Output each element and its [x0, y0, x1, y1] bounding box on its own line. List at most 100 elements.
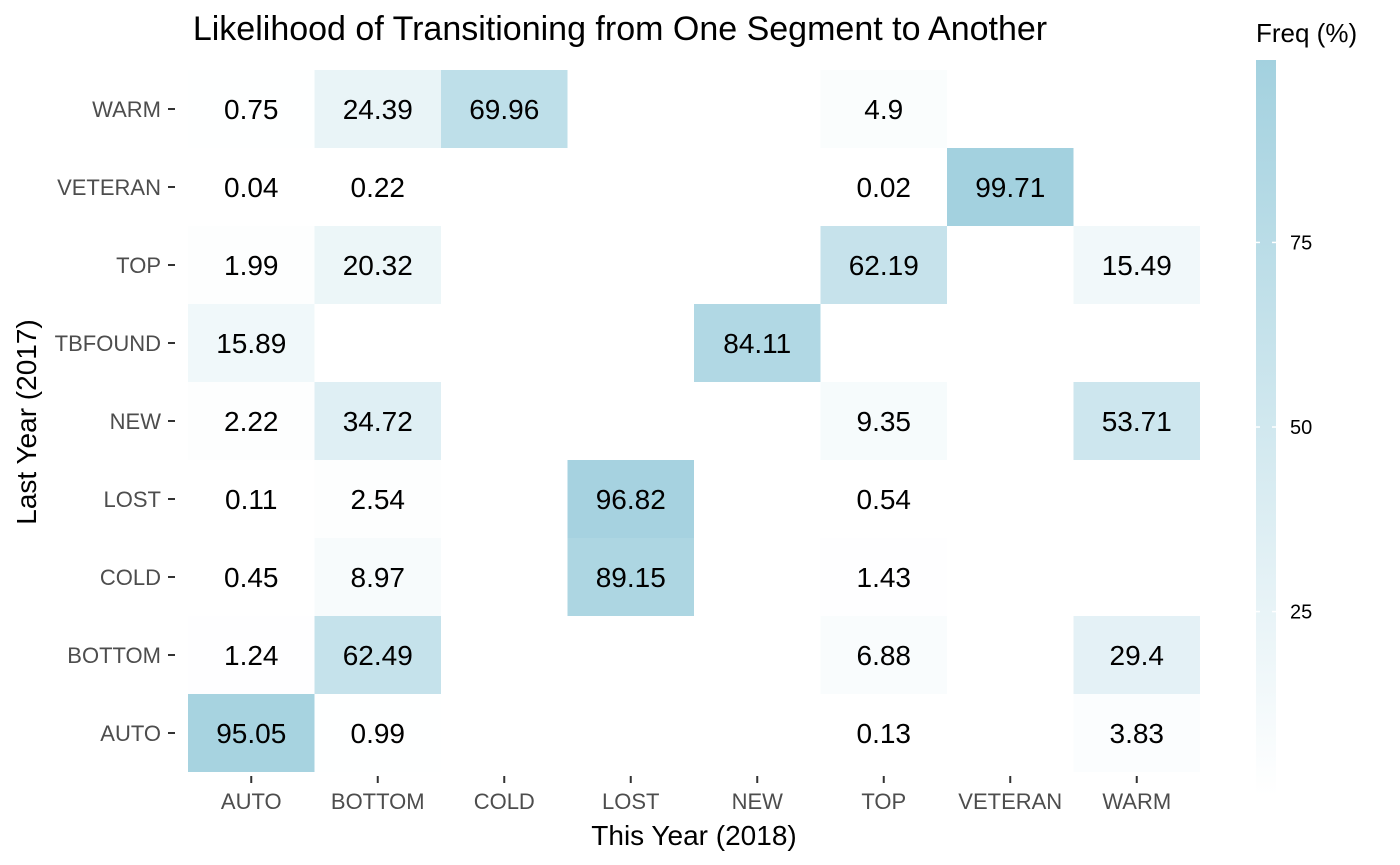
- color-legend: Freq (%) 25 50 75: [1256, 18, 1357, 796]
- cell-new-to-auto: [188, 382, 315, 460]
- cell-auto-to-bottom: [314, 694, 441, 772]
- y-tick-label-veteran: VETERAN: [57, 175, 161, 200]
- cell-label-warm-to-cold: 69.96: [469, 94, 539, 125]
- x-axis: AUTO BOTTOM COLD LOST NEW TOP VETERAN WARM: [221, 776, 1171, 814]
- cell-cold-to-auto: [188, 538, 315, 616]
- y-tick-label-tbfound: TBFOUND: [55, 331, 161, 356]
- cell-cold-to-top: [820, 538, 947, 616]
- x-tick-label-new: NEW: [732, 789, 784, 814]
- cell-label-veteran-to-top: 0.02: [857, 172, 912, 203]
- cell-label-tbfound-to-auto: 15.89: [216, 328, 286, 359]
- cell-label-top-to-bottom: 20.32: [343, 250, 413, 281]
- x-tick-label-lost: LOST: [602, 789, 659, 814]
- cell-label-new-to-warm: 53.71: [1102, 406, 1172, 437]
- cell-label-top-to-top: 62.19: [849, 250, 919, 281]
- y-tick-label-top: TOP: [116, 253, 161, 278]
- cell-veteran-to-bottom: [314, 148, 441, 226]
- y-axis: AUTO BOTTOM COLD LOST NEW TBFOUND TOP VETERAN WA…: [55, 97, 175, 746]
- cell-warm-to-auto: [188, 70, 315, 148]
- cell-cold-to-bottom: [314, 538, 441, 616]
- cell-label-new-to-auto: 2.22: [224, 406, 279, 437]
- cell-label-lost-to-auto: 0.11: [225, 484, 277, 515]
- cell-auto-to-top: [820, 694, 947, 772]
- y-tick-label-lost: LOST: [104, 487, 161, 512]
- cell-label-veteran-to-veteran: 99.71: [975, 172, 1045, 203]
- cell-label-bottom-to-auto: 1.24: [224, 640, 279, 671]
- x-axis-title: This Year (2018): [591, 820, 796, 851]
- x-tick-label-auto: AUTO: [221, 789, 282, 814]
- cell-label-cold-to-top: 1.43: [857, 562, 912, 593]
- cell-bottom-to-bottom: [314, 616, 441, 694]
- x-tick-label-top: TOP: [861, 789, 906, 814]
- cell-label-auto-to-bottom: 0.99: [351, 718, 406, 749]
- y-tick-label-cold: COLD: [100, 565, 161, 590]
- cell-label-cold-to-bottom: 8.97: [351, 562, 406, 593]
- cell-label-bottom-to-warm: 29.4: [1110, 640, 1165, 671]
- cell-label-cold-to-lost: 89.15: [596, 562, 666, 593]
- cell-label-top-to-auto: 1.99: [224, 250, 279, 281]
- cell-label-lost-to-lost: 96.82: [596, 484, 666, 515]
- cell-label-veteran-to-auto: 0.04: [224, 172, 279, 203]
- cell-tbfound-to-auto: [188, 304, 315, 382]
- cell-lost-to-bottom: [314, 460, 441, 538]
- legend-ticks: 25 50 75: [1256, 232, 1312, 624]
- cell-lost-to-top: [820, 460, 947, 538]
- legend-tick-label-25: 25: [1290, 602, 1312, 624]
- cell-label-auto-to-warm: 3.83: [1110, 718, 1165, 749]
- cell-veteran-to-top: [820, 148, 947, 226]
- cell-bottom-to-warm: [1073, 616, 1200, 694]
- cell-lost-to-lost: [567, 460, 694, 538]
- cell-bottom-to-top: [820, 616, 947, 694]
- cell-tbfound-to-new: [694, 304, 821, 382]
- cell-label-auto-to-top: 0.13: [857, 718, 912, 749]
- cell-label-lost-to-bottom: 2.54: [351, 484, 406, 515]
- cell-lost-to-auto: [188, 460, 315, 538]
- legend-colorbar: [1256, 60, 1276, 796]
- cell-cold-to-lost: [567, 538, 694, 616]
- y-tick-label-warm: WARM: [92, 97, 161, 122]
- cell-warm-to-cold: [441, 70, 568, 148]
- cell-label-bottom-to-bottom: 62.49: [343, 640, 413, 671]
- x-tick-label-veteran: VETERAN: [958, 789, 1062, 814]
- legend-title: Freq (%): [1256, 18, 1357, 48]
- cell-label-cold-to-auto: 0.45: [224, 562, 279, 593]
- cell-warm-to-top: [820, 70, 947, 148]
- cell-label-warm-to-top: 4.9: [864, 94, 903, 125]
- cell-auto-to-warm: [1073, 694, 1200, 772]
- cell-top-to-auto: [188, 226, 315, 304]
- cell-label-warm-to-bottom: 24.39: [343, 94, 413, 125]
- y-tick-label-auto: AUTO: [100, 721, 161, 746]
- cell-label-veteran-to-bottom: 0.22: [351, 172, 406, 203]
- cell-label-bottom-to-top: 6.88: [857, 640, 912, 671]
- cell-label-top-to-warm: 15.49: [1102, 250, 1172, 281]
- y-tick-label-bottom: BOTTOM: [67, 643, 161, 668]
- x-tick-label-cold: COLD: [474, 789, 535, 814]
- chart-title: Likelihood of Transitioning from One Seg…: [193, 10, 1047, 48]
- cell-new-to-warm: [1073, 382, 1200, 460]
- cell-top-to-bottom: [314, 226, 441, 304]
- legend-tick-label-50: 50: [1290, 417, 1312, 439]
- cell-label-new-to-top: 9.35: [857, 406, 912, 437]
- x-tick-label-warm: WARM: [1102, 789, 1171, 814]
- heatmap-cell-labels: 0.75 24.39 69.96 4.9 0.04 0.22 0.02 99.71 1.99 20…: [216, 94, 1172, 749]
- heatmap-cells: [188, 70, 1200, 772]
- cell-label-new-to-bottom: 34.72: [343, 406, 413, 437]
- y-tick-label-new: NEW: [110, 409, 162, 434]
- cell-new-to-top: [820, 382, 947, 460]
- cell-veteran-to-veteran: [947, 148, 1074, 226]
- cell-new-to-bottom: [314, 382, 441, 460]
- x-tick-label-bottom: BOTTOM: [331, 789, 425, 814]
- cell-auto-to-auto: [188, 694, 315, 772]
- cell-label-warm-to-auto: 0.75: [224, 94, 279, 125]
- cell-label-auto-to-auto: 95.05: [216, 718, 286, 749]
- cell-warm-to-bottom: [314, 70, 441, 148]
- cell-top-to-warm: [1073, 226, 1200, 304]
- cell-label-lost-to-top: 0.54: [857, 484, 912, 515]
- cell-top-to-top: [820, 226, 947, 304]
- legend-tick-label-75: 75: [1290, 232, 1312, 254]
- cell-bottom-to-auto: [188, 616, 315, 694]
- cell-label-tbfound-to-new: 84.11: [723, 328, 791, 359]
- y-axis-title: Last Year (2017): [11, 319, 42, 525]
- cell-veteran-to-auto: [188, 148, 315, 226]
